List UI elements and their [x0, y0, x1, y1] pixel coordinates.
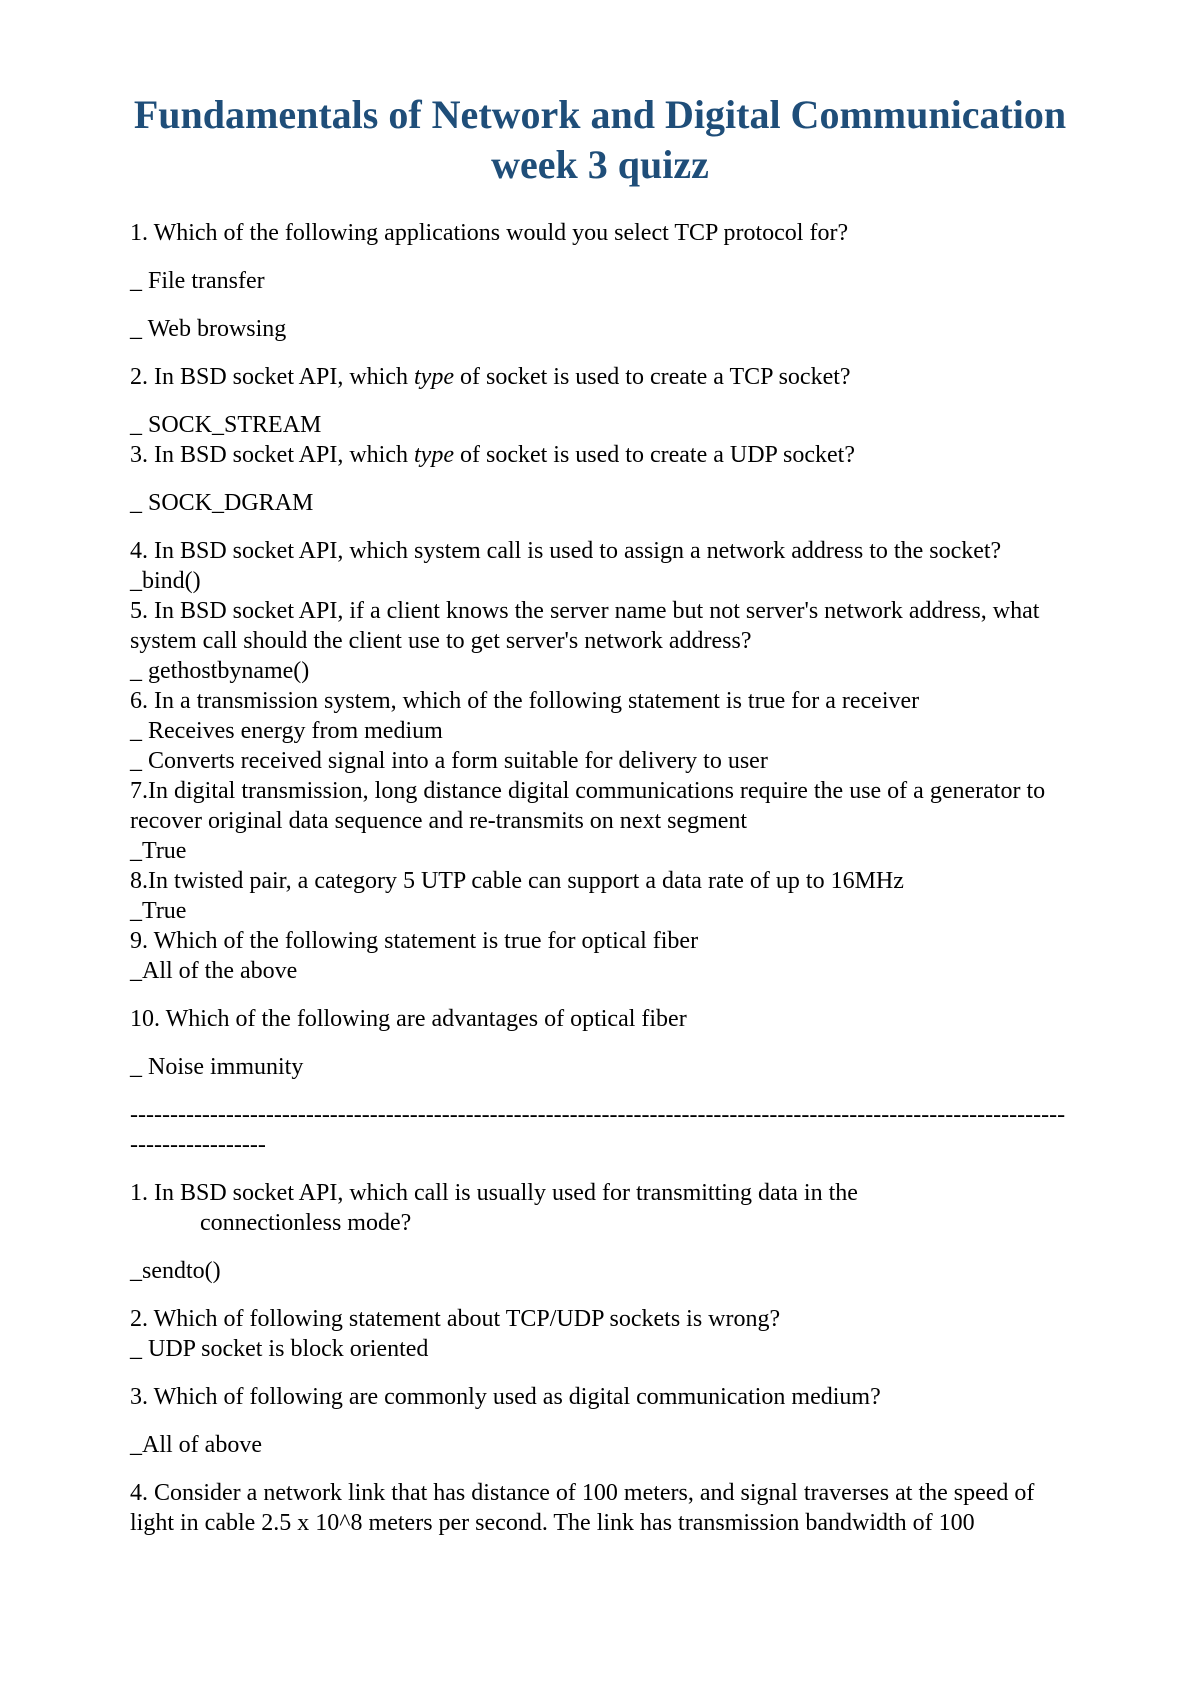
page-title: Fundamentals of Network and Digital Comm…: [130, 90, 1070, 190]
q3-pre: 3. In BSD socket API, which: [130, 442, 414, 468]
answer-3: _ SOCK_DGRAM: [130, 488, 1070, 518]
answer-6a: _ Receives energy from medium: [130, 716, 1070, 746]
question-1: 1. Which of the following applications w…: [130, 218, 1070, 248]
question-7: 7.In digital transmission, long distance…: [130, 776, 1070, 836]
answer-10: _ Noise immunity: [130, 1052, 1070, 1082]
q3-post: of socket is used to create a UDP socket…: [454, 442, 855, 468]
s2-answer-1: _sendto(): [130, 1256, 1070, 1286]
answer-9: _All of the above: [130, 956, 1070, 986]
question-4: 4. In BSD socket API, which system call …: [130, 536, 1070, 566]
question-6: 6. In a transmission system, which of th…: [130, 686, 1070, 716]
s2-question-3: 3. Which of following are commonly used …: [130, 1382, 1070, 1412]
s2-question-1-line2: connectionless mode?: [130, 1208, 1070, 1238]
answer-7: _True: [130, 836, 1070, 866]
s2-question-4: 4. Consider a network link that has dist…: [130, 1478, 1070, 1538]
question-9: 9. Which of the following statement is t…: [130, 926, 1070, 956]
question-5: 5. In BSD socket API, if a client knows …: [130, 596, 1070, 656]
answer-5: _ gethostbyname(): [130, 656, 1070, 686]
q2-post: of socket is used to create a TCP socket…: [454, 364, 851, 390]
answer-2: _ SOCK_STREAM: [130, 410, 1070, 440]
question-8: 8.In twisted pair, a category 5 UTP cabl…: [130, 866, 1070, 896]
document-body: 1. Which of the following applications w…: [130, 218, 1070, 1538]
question-3: 3. In BSD socket API, which type of sock…: [130, 440, 1070, 470]
question-2: 2. In BSD socket API, which type of sock…: [130, 362, 1070, 392]
answer-4: _bind(): [130, 566, 1070, 596]
answer-6b: _ Converts received signal into a form s…: [130, 746, 1070, 776]
q2-italic: type: [414, 364, 454, 390]
q2-pre: 2. In BSD socket API, which: [130, 364, 414, 390]
answer-1b: _ Web browsing: [130, 314, 1070, 344]
section-divider: ----------------------------------------…: [130, 1100, 1070, 1160]
s2-question-1-line1: 1. In BSD socket API, which call is usua…: [130, 1178, 1070, 1208]
question-10: 10. Which of the following are advantage…: [130, 1004, 1070, 1034]
answer-1a: _ File transfer: [130, 266, 1070, 296]
s2-answer-2: _ UDP socket is block oriented: [130, 1334, 1070, 1364]
answer-8: _True: [130, 896, 1070, 926]
s2-answer-3: _All of above: [130, 1430, 1070, 1460]
q3-italic: type: [414, 442, 454, 468]
s2-question-2: 2. Which of following statement about TC…: [130, 1304, 1070, 1334]
